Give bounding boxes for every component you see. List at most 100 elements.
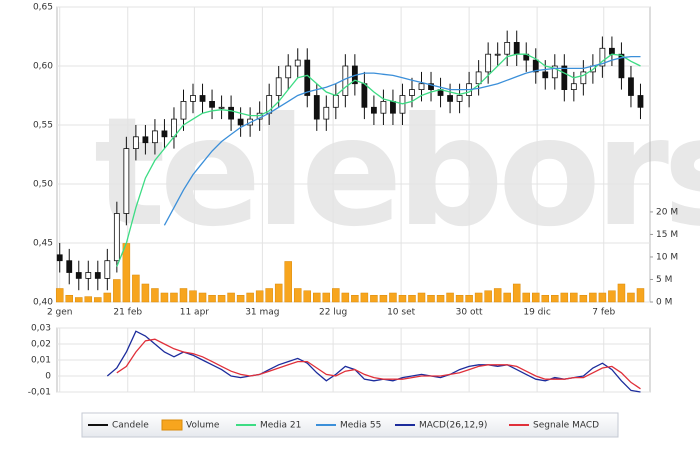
y2-tick-label: 15 M — [656, 230, 678, 240]
x-tick-label: 11 apr — [180, 308, 210, 318]
volume-bar — [132, 274, 140, 303]
volume-bar — [446, 292, 454, 303]
y-tick-label: 0,03 — [31, 324, 51, 334]
candle-body — [285, 65, 292, 79]
series-line — [116, 338, 641, 390]
candle-body — [361, 83, 368, 108]
candle-body — [494, 53, 501, 56]
volume-bar — [313, 292, 321, 303]
candle-body — [418, 83, 425, 90]
legend-label: Media 55 — [340, 421, 381, 431]
candle-body — [551, 65, 558, 79]
candle-body — [532, 59, 539, 73]
volume-bar — [379, 294, 388, 303]
volume-bar — [227, 292, 235, 303]
x-tick-label: 21 feb — [113, 308, 142, 318]
volume-bar — [141, 283, 150, 303]
volume-bar — [265, 288, 273, 303]
candle-body — [294, 59, 301, 67]
volume-bar — [332, 288, 340, 303]
y-tick-label: 0,60 — [33, 62, 53, 72]
volume-bar — [512, 283, 521, 303]
candle-body — [570, 83, 577, 90]
candle-body — [218, 106, 225, 109]
volume-bar — [84, 296, 93, 303]
candle-body — [199, 95, 206, 102]
volume-bar — [284, 261, 292, 303]
volume-bar — [370, 294, 378, 303]
volume-bar — [417, 292, 426, 303]
candle-body — [85, 272, 92, 279]
volume-bar — [627, 292, 635, 303]
candle-body — [485, 53, 492, 73]
volume-bar — [103, 292, 112, 303]
volume-bar — [274, 283, 283, 303]
volume-bar — [246, 292, 254, 303]
volume-bar — [474, 292, 483, 303]
candle-body — [380, 101, 387, 114]
y2-tick-label: 0 M — [656, 298, 672, 308]
volume-bar — [579, 294, 588, 303]
volume-bar — [94, 297, 102, 303]
candle-body — [428, 83, 434, 90]
volume-bar — [455, 294, 464, 303]
volume-bar — [351, 294, 359, 303]
volume-bar — [255, 290, 264, 303]
candle-body — [113, 213, 120, 262]
volume-bar — [570, 292, 578, 303]
candle-body — [228, 106, 234, 120]
y2-tick-label: 5 M — [656, 275, 672, 285]
legend-label: Media 21 — [260, 421, 301, 431]
volume-bar — [541, 294, 550, 303]
candle-body — [371, 106, 377, 114]
volume-bar — [293, 288, 302, 303]
volume-bar — [389, 292, 397, 303]
candle-body — [180, 101, 187, 120]
volume-bar — [493, 288, 502, 303]
volume-bar — [75, 297, 83, 303]
y-tick-label: 0,40 — [33, 298, 53, 308]
y-tick-label: 0,45 — [33, 239, 53, 249]
candle-body — [94, 272, 101, 279]
plot-layer: 0,40 0,45 0,50 0,55 0,60 0,65 0 M 5 M 10 M 15 M 20… — [28, 3, 678, 431]
y2-tick-label: 10 M — [656, 252, 678, 262]
volume-bar — [598, 292, 607, 303]
candle-body — [332, 95, 339, 108]
volume-bar — [236, 294, 245, 303]
candle-body — [342, 65, 349, 96]
volume-bar — [217, 294, 226, 303]
candle-body — [104, 260, 111, 279]
candle-body — [513, 42, 520, 55]
candle-body — [275, 77, 282, 96]
volume-bar — [503, 292, 511, 303]
candle-body — [123, 148, 130, 214]
volume-bar — [551, 294, 559, 303]
volume-bar — [436, 294, 445, 303]
volume-bar — [617, 283, 626, 303]
volume-bar — [465, 294, 473, 303]
x-tick-label: 10 set — [387, 308, 416, 318]
y2-tick-label: 20 M — [656, 207, 678, 217]
candle-body — [628, 77, 634, 96]
volume-bar — [160, 292, 169, 303]
x-tick-label: 2 gen — [47, 308, 73, 318]
y-tick-label: -0,01 — [28, 388, 51, 398]
candle-body — [456, 95, 463, 102]
y-tick-label: 0,01 — [31, 356, 51, 366]
candle-body — [447, 95, 453, 102]
candle-body — [409, 89, 415, 96]
volume-bar — [360, 292, 369, 303]
candle-body — [637, 95, 644, 108]
candle-body — [618, 53, 625, 79]
legend-label: Volume — [186, 421, 220, 431]
volume-bar — [151, 288, 159, 303]
candle-body — [304, 59, 311, 96]
volume-bar — [560, 292, 569, 303]
candle-body — [142, 136, 149, 144]
candle-body — [190, 95, 196, 102]
candle-body — [237, 118, 244, 126]
x-tick-label: 22 lug — [319, 308, 347, 318]
legend-label: Candele — [112, 421, 149, 431]
candle-body — [580, 71, 587, 85]
